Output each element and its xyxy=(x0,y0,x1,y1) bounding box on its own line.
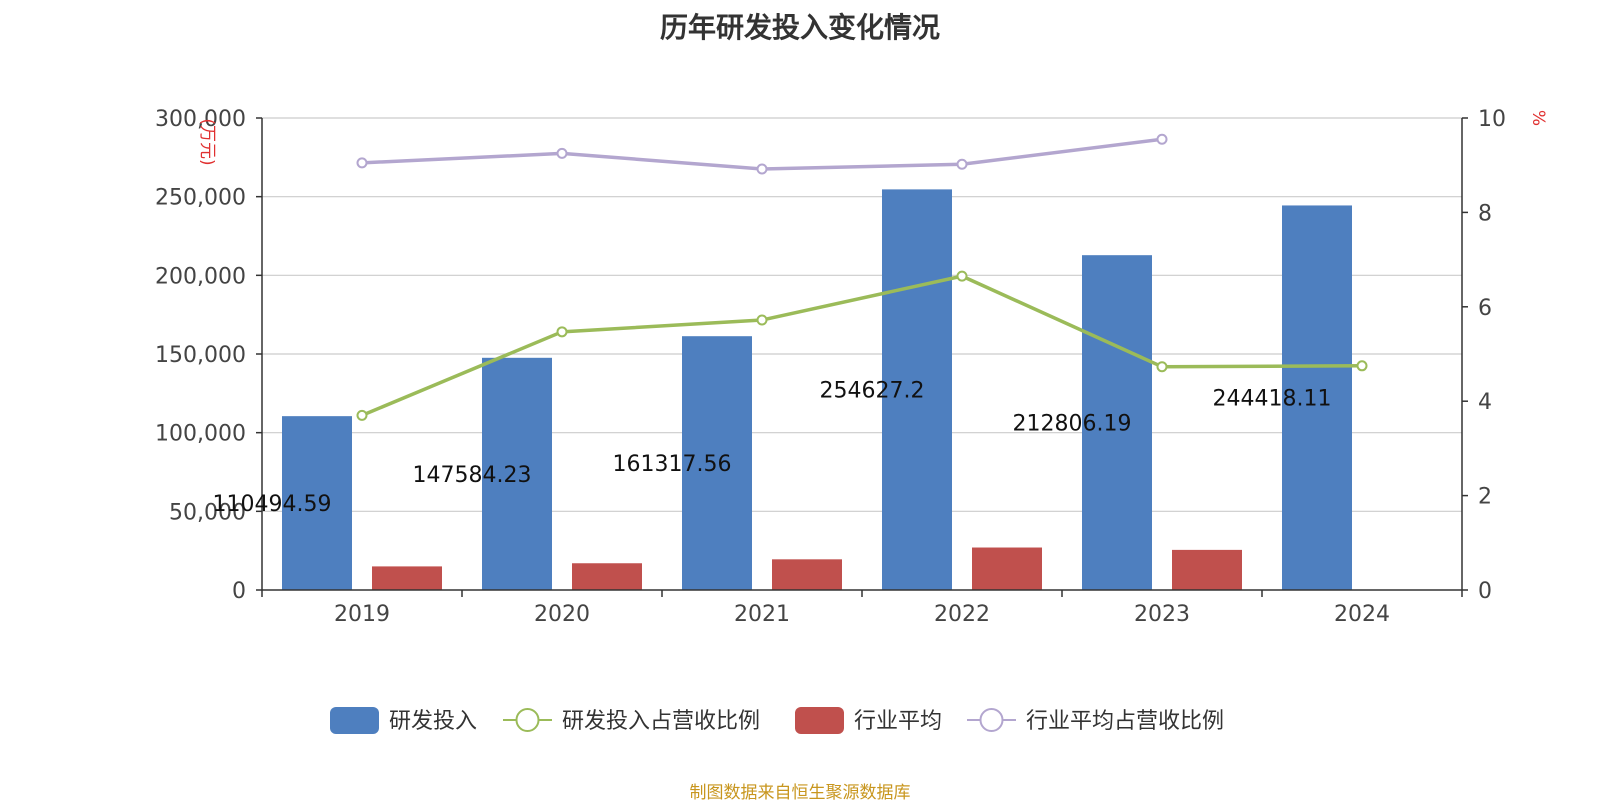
x-axis-tick-label: 2022 xyxy=(934,602,990,627)
data-labels: 110494.59 147584.23 161317.56 254627.2 21280… xyxy=(213,379,1332,517)
line-point xyxy=(1156,133,1168,145)
legend-swatch-marker xyxy=(979,708,1004,732)
x-axis-tick-label: 2024 xyxy=(1334,602,1390,627)
legend-label: 行业平均 xyxy=(854,709,942,734)
line-point xyxy=(956,270,968,282)
legend-item[interactable]: 行业平均占营收比例 xyxy=(967,708,1224,734)
bar-data-label: 110494.59 xyxy=(213,492,332,517)
bar-industry-average xyxy=(372,566,442,590)
line-point xyxy=(556,326,568,338)
left-axis-tick-label: 50,000 xyxy=(169,500,246,525)
right-axis-tick-label: 4 xyxy=(1478,390,1492,415)
bar-industry-average xyxy=(1172,549,1242,590)
legend-label: 行业平均占营收比例 xyxy=(1026,709,1224,734)
left-axis-tick-label: 100,000 xyxy=(155,422,246,447)
bar-data-label: 244418.11 xyxy=(1213,387,1332,412)
x-axis-tick-label: 2021 xyxy=(734,602,790,627)
line-point xyxy=(1156,361,1168,373)
bar-data-label: 147584.23 xyxy=(413,463,532,488)
legend-label: 研发投入占营收比例 xyxy=(562,709,760,734)
legend-item[interactable]: 研发投入 xyxy=(330,707,477,734)
bar-industry-average xyxy=(772,559,842,590)
legend-swatch-marker xyxy=(515,708,540,732)
bar-industry-average xyxy=(972,547,1042,590)
chart-source: 制图数据来自恒生聚源数据库 xyxy=(689,783,911,803)
bar-data-label: 161317.56 xyxy=(613,452,732,477)
left-axis-tick-label: 200,000 xyxy=(155,264,246,289)
legend[interactable]: 研发投入 研发投入占营收比例 行业平均 行业平均占营收比例 xyxy=(330,707,1224,734)
line-point xyxy=(356,409,368,421)
x-axis-tick-label: 2023 xyxy=(1134,602,1190,627)
grid-lines xyxy=(262,117,1462,512)
legend-swatch xyxy=(330,707,379,734)
left-axis-tick-label: 0 xyxy=(232,579,246,604)
x-axis-tick-label: 2020 xyxy=(534,602,590,627)
bar-data-label: 254627.2 xyxy=(820,379,925,404)
line-point xyxy=(756,314,768,326)
bar-data-label: 212806.19 xyxy=(1013,412,1132,437)
legend-item[interactable]: 行业平均 xyxy=(795,707,942,734)
line-point xyxy=(956,158,968,170)
right-axis-tick-label: 6 xyxy=(1478,296,1492,321)
right-axis-tick-label: 2 xyxy=(1478,485,1492,510)
left-axis-tick-label: 300,000 xyxy=(155,107,246,132)
right-axis-tick-label: 8 xyxy=(1478,201,1492,226)
bar-rd-investment xyxy=(482,357,552,590)
left-axis-tick-label: 250,000 xyxy=(155,186,246,211)
line-point xyxy=(556,147,568,159)
x-axis-tick-label: 2019 xyxy=(334,602,390,627)
bar-rd-investment xyxy=(282,416,352,590)
legend-item[interactable]: 研发投入占营收比例 xyxy=(503,708,760,734)
chart-title: 历年研发投入变化情况 xyxy=(659,11,940,44)
bar-rd-investment xyxy=(682,336,752,590)
bars xyxy=(282,189,1352,590)
line-point xyxy=(356,157,368,169)
right-axis-tick-label: 0 xyxy=(1478,579,1492,604)
bar-industry-average xyxy=(572,563,642,590)
legend-label: 研发投入 xyxy=(389,709,477,734)
bar-rd-investment xyxy=(1082,255,1152,590)
line-point xyxy=(1356,360,1368,372)
left-axis-tick-label: 150,000 xyxy=(155,343,246,368)
line-point xyxy=(756,163,768,175)
bar-rd-investment xyxy=(1282,205,1352,590)
right-axis-tick-label: 10 xyxy=(1478,107,1506,132)
left-axis-label: (万元) xyxy=(197,118,217,165)
axes: 0 50,000 100,000 150,000 200,000 250,000 300,0… xyxy=(155,107,1548,627)
series-lines xyxy=(356,133,1368,421)
legend-swatch xyxy=(795,707,844,734)
line-rd-ratio xyxy=(361,274,1363,417)
right-axis-label: % xyxy=(1528,110,1548,126)
bar-rd-investment xyxy=(882,189,952,590)
